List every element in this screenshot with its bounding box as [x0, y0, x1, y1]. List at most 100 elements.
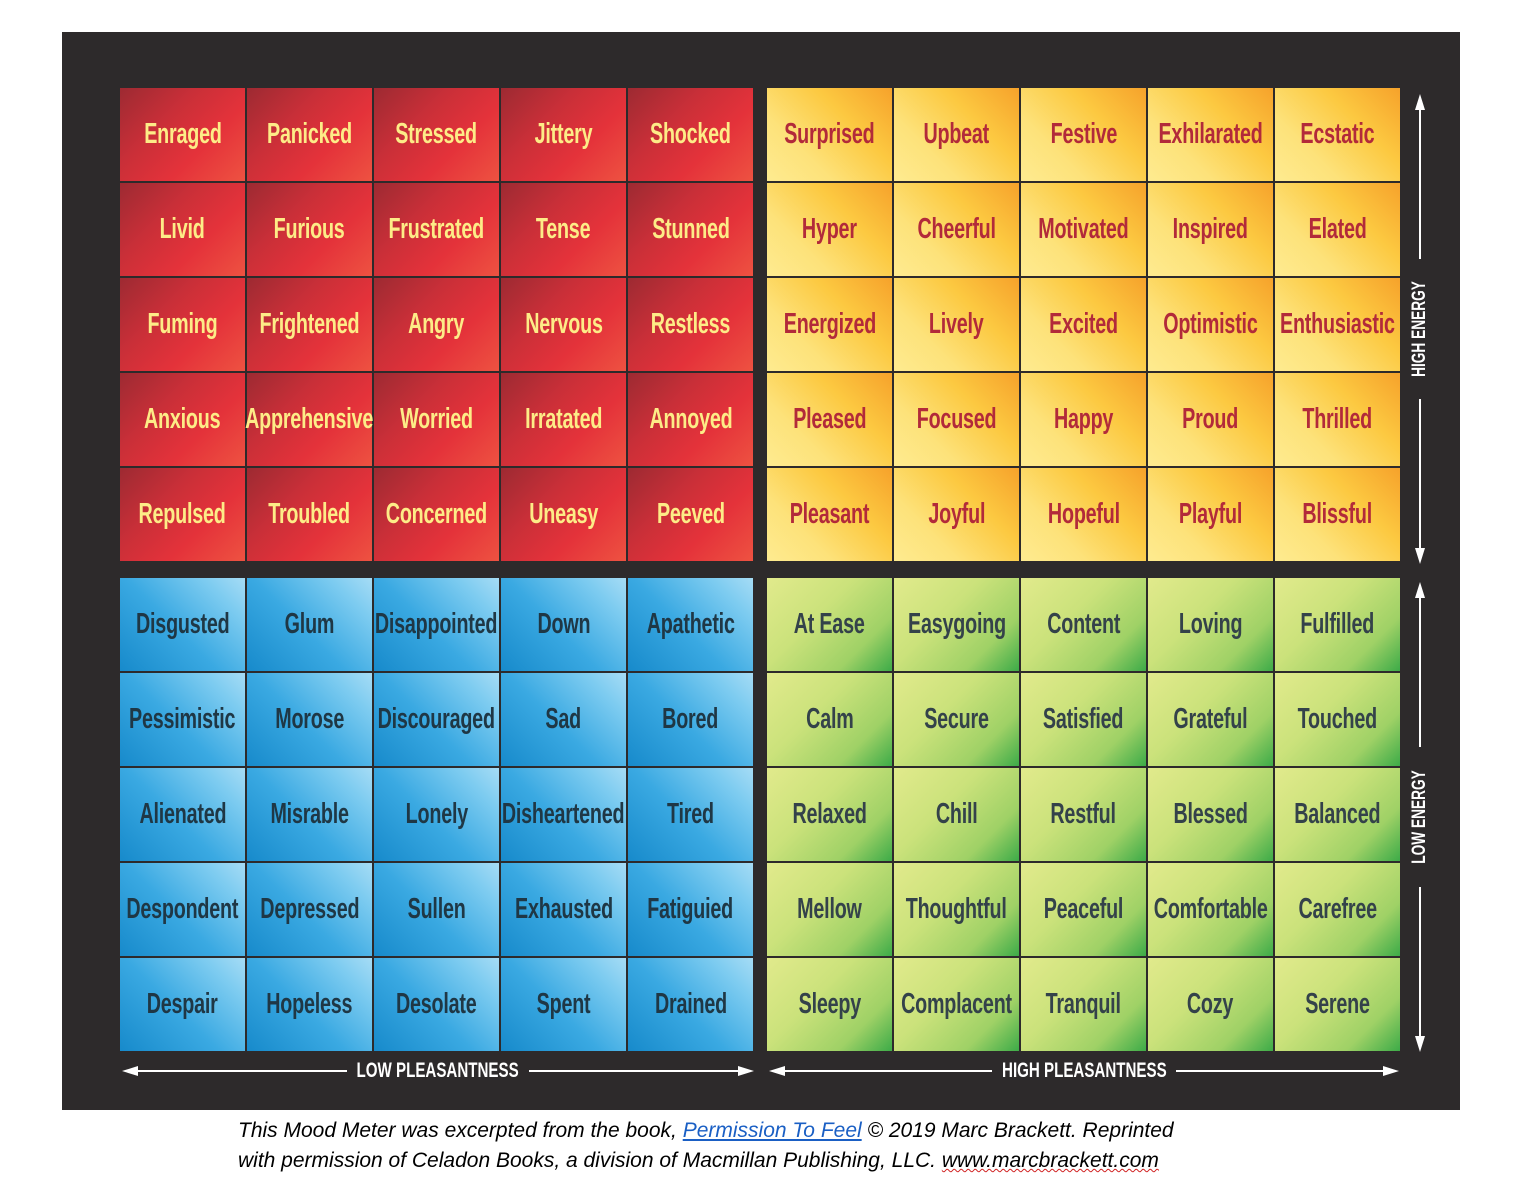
emotion-label: Excited — [1049, 308, 1118, 340]
emotion-tile: Proud — [1148, 373, 1273, 466]
emotion-tile: Elated — [1275, 183, 1400, 276]
emotion-label: Blissful — [1302, 498, 1373, 530]
emotion-label: Energized — [783, 308, 876, 340]
high-energy-axis: HIGH ENERGY — [1409, 94, 1430, 564]
emotion-label: Fatiguied — [647, 893, 734, 925]
emotion-tile: Peeved — [628, 468, 753, 561]
emotion-label: Glum — [284, 608, 335, 640]
emotion-tile: Comfortable — [1148, 863, 1273, 956]
emotion-tile: Concerned — [374, 468, 499, 561]
emotion-tile: Satisfied — [1021, 673, 1146, 766]
emotion-tile: Sullen — [374, 863, 499, 956]
emotion-tile: Enraged — [120, 88, 245, 181]
emotion-tile: Sad — [501, 673, 626, 766]
emotion-tile: Excited — [1021, 278, 1146, 371]
emotion-label: Hopeless — [266, 988, 353, 1020]
emotion-tile: Focused — [894, 373, 1019, 466]
quadrant-green-low-energy-high-pleasantness: At Ease Easygoing Content Loving Fulfilled Ca… — [767, 578, 1400, 1051]
emotion-label: Exhilarated — [1158, 118, 1263, 150]
emotion-label: Misrable — [270, 798, 349, 830]
quadrant-yellow-high-energy-high-pleasantness: Surprised Upbeat Festive Exhilarated Ecstati… — [767, 88, 1400, 561]
emotion-label: Disgusted — [135, 608, 230, 640]
emotion-tile: Joyful — [894, 468, 1019, 561]
emotion-label: Touched — [1297, 703, 1378, 735]
emotion-label: Restful — [1050, 798, 1117, 830]
emotion-label: Disappointed — [375, 608, 498, 640]
arrow-left-icon — [122, 1066, 138, 1076]
emotion-label: Complacent — [901, 988, 1012, 1020]
emotion-tile: Despondent — [120, 863, 245, 956]
emotion-tile: Alienated — [120, 768, 245, 861]
emotion-label: Stunned — [651, 213, 730, 245]
emotion-tile: Morose — [247, 673, 372, 766]
emotion-label: Relaxed — [792, 798, 867, 830]
emotion-label: Fulfilled — [1300, 608, 1375, 640]
emotion-label: Down — [537, 608, 590, 640]
emotion-label: Enthusiastic — [1280, 308, 1395, 340]
emotion-label: Hopeful — [1047, 498, 1120, 530]
emotion-label: Motivated — [1038, 213, 1129, 245]
low-energy-label: LOW ENERGY — [1409, 770, 1430, 864]
emotion-tile: Cheerful — [894, 183, 1019, 276]
emotion-tile: Sleepy — [767, 958, 892, 1051]
mood-meter-board: Enraged Panicked Stressed Jittery Shocked Liv… — [62, 32, 1460, 1110]
emotion-label: Surprised — [784, 118, 875, 150]
emotion-label: Blessed — [1173, 798, 1248, 830]
emotion-tile: Hopeful — [1021, 468, 1146, 561]
emotion-label: Tired — [667, 798, 714, 830]
emotion-tile: Thrilled — [1275, 373, 1400, 466]
emotion-tile: Balanced — [1275, 768, 1400, 861]
emotion-label: Despair — [147, 988, 218, 1020]
arrow-left-icon — [769, 1066, 785, 1076]
emotion-tile: Fatiguied — [628, 863, 753, 956]
emotion-label: Lively — [929, 308, 984, 340]
book-link[interactable]: Permission To Feel — [682, 1119, 862, 1142]
emotion-label: At Ease — [794, 608, 865, 640]
emotion-label: Pessimistic — [129, 703, 236, 735]
emotion-tile: Drained — [628, 958, 753, 1051]
emotion-tile: Fuming — [120, 278, 245, 371]
emotion-label: Satisfied — [1043, 703, 1124, 735]
emotion-tile: Irratated — [501, 373, 626, 466]
emotion-tile: Livid — [120, 183, 245, 276]
emotion-tile: Spent — [501, 958, 626, 1051]
emotion-tile: Furious — [247, 183, 372, 276]
emotion-label: Festive — [1050, 118, 1117, 150]
emotion-tile: Upbeat — [894, 88, 1019, 181]
emotion-label: Sad — [545, 703, 582, 735]
quadrant-blue-low-energy-low-pleasantness: Disgusted Glum Disappointed Down Apathetic Pe… — [120, 578, 753, 1051]
emotion-tile: Easygoing — [894, 578, 1019, 671]
emotion-label: Comfortable — [1153, 893, 1268, 925]
emotion-tile: Bored — [628, 673, 753, 766]
emotion-label: Spent — [536, 988, 591, 1020]
emotion-tile: Stunned — [628, 183, 753, 276]
emotion-label: Frightened — [259, 308, 360, 340]
emotion-tile: Troubled — [247, 468, 372, 561]
emotion-tile: Despair — [120, 958, 245, 1051]
emotion-label: Thrilled — [1302, 403, 1373, 435]
emotion-label: Carefree — [1298, 893, 1377, 925]
emotion-tile: Tranquil — [1021, 958, 1146, 1051]
emotion-label: Ecstatic — [1300, 118, 1375, 150]
footer-text: with permission of Celadon Books, a divi… — [238, 1149, 942, 1172]
emotion-tile: Calm — [767, 673, 892, 766]
high-energy-label: HIGH ENERGY — [1409, 281, 1430, 377]
emotion-tile: Shocked — [628, 88, 753, 181]
emotion-tile: Grateful — [1148, 673, 1273, 766]
emotion-label: Stressed — [395, 118, 478, 150]
emotion-tile: Relaxed — [767, 768, 892, 861]
emotion-label: Apprehensive — [245, 403, 374, 435]
emotion-label: Enraged — [143, 118, 222, 150]
emotion-label: Cozy — [1187, 988, 1234, 1020]
emotion-label: Troubled — [268, 498, 351, 530]
emotion-tile: Optimistic — [1148, 278, 1273, 371]
arrow-right-icon — [1383, 1066, 1400, 1076]
emotion-tile: Surprised — [767, 88, 892, 181]
emotion-label: Hyper — [802, 213, 857, 245]
emotion-label: Jittery — [534, 118, 593, 150]
emotion-label: Tense — [536, 213, 591, 245]
emotion-tile: Playful — [1148, 468, 1273, 561]
emotion-label: Repulsed — [138, 498, 227, 530]
emotion-label: Apathetic — [646, 608, 735, 640]
emotion-label: Pleasant — [789, 498, 870, 530]
